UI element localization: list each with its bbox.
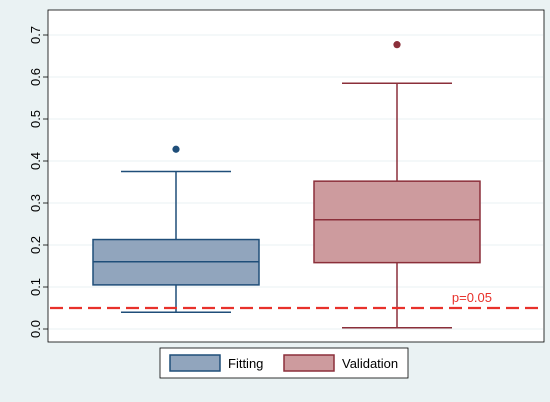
legend: Fitting Validation	[159, 347, 409, 379]
legend-swatch-fitting	[169, 354, 221, 372]
outlier-point	[172, 145, 180, 153]
iqr-box	[313, 180, 481, 264]
box-fitting	[92, 145, 260, 313]
y-tick-label: 0.5	[28, 110, 43, 128]
boxes	[92, 41, 481, 329]
outlier-point	[393, 41, 401, 49]
y-tick-label: 0.6	[28, 68, 43, 86]
y-tick-label: 0.0	[28, 320, 43, 338]
box-validation	[313, 41, 481, 329]
reference-line-group: p=0.05	[50, 290, 542, 310]
y-tick-label: 0.2	[28, 236, 43, 254]
legend-label-validation: Validation	[342, 356, 398, 371]
y-axis: 0.0 0.1 0.2 0.3 0.4 0.5 0.6 0.7	[28, 26, 48, 338]
reference-line-label: p=0.05	[452, 290, 492, 305]
y-tick-label: 0.4	[28, 152, 43, 170]
y-tick-label: 0.3	[28, 194, 43, 212]
legend-label-fitting: Fitting	[228, 356, 263, 371]
y-tick-label: 0.7	[28, 26, 43, 44]
y-tick-label: 0.1	[28, 278, 43, 296]
legend-swatch-validation	[283, 354, 335, 372]
